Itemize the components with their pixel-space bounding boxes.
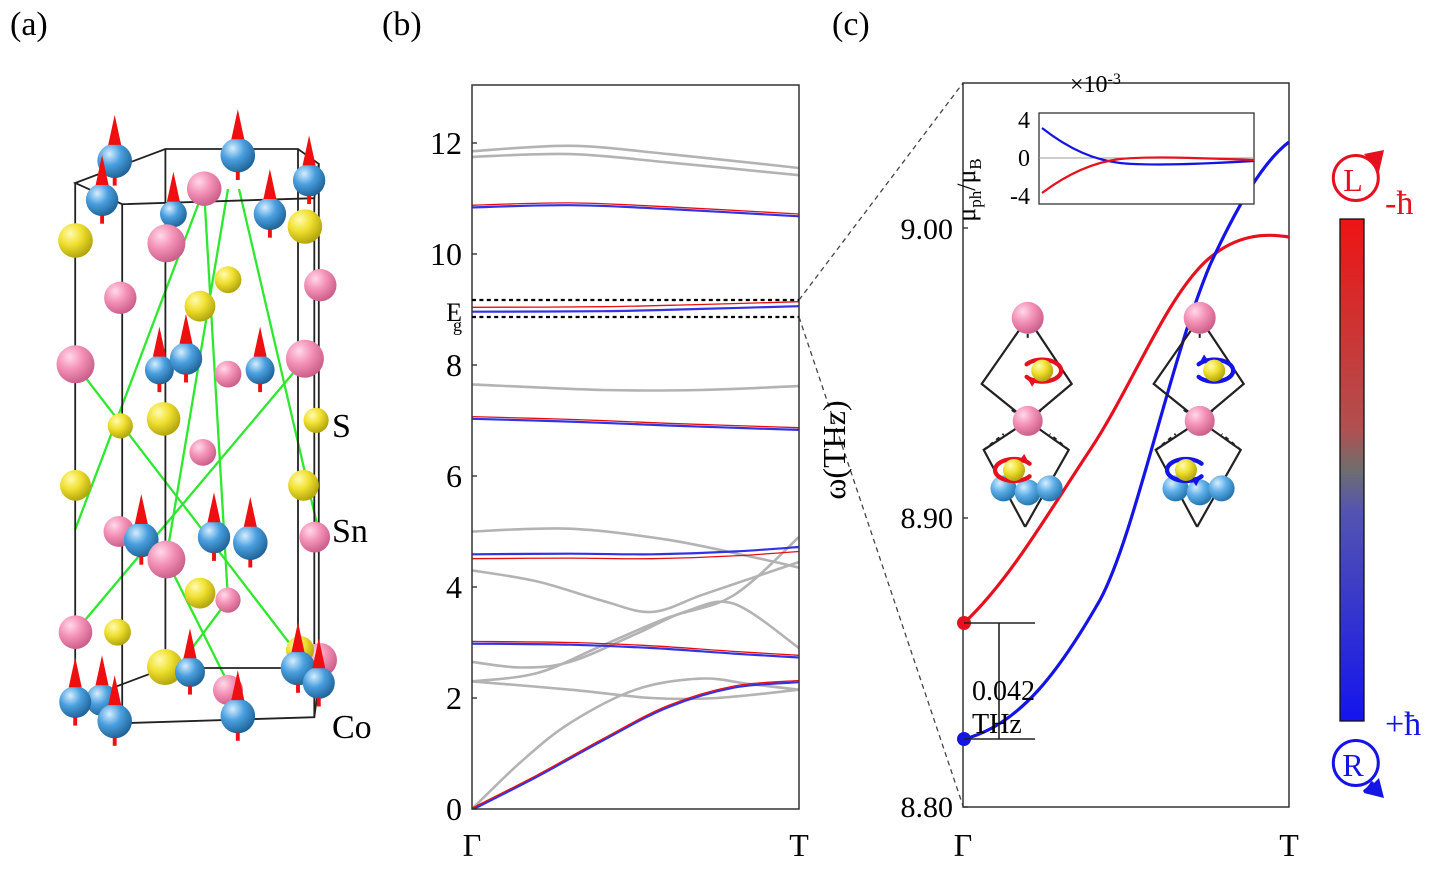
svg-text:12: 12 [430,125,462,161]
svg-text:L: L [1343,162,1363,198]
svg-text:Γ: Γ [954,827,973,863]
svg-text:THz: THz [972,709,1022,740]
svg-text:4: 4 [1018,108,1030,134]
svg-text:T: T [789,827,809,863]
svg-text:T: T [1279,827,1299,863]
svg-text:Γ: Γ [463,827,482,863]
svg-text:μph/μB: μph/μB [952,158,985,221]
svg-text:0: 0 [446,791,462,827]
svg-text:+ħ: +ħ [1385,706,1421,743]
svg-text:2: 2 [446,680,462,716]
svg-text:10: 10 [430,236,462,272]
svg-text:-4: -4 [1010,184,1030,210]
svg-text:R: R [1342,747,1364,783]
svg-text:8.90: 8.90 [901,502,954,535]
svg-text:g: g [453,315,462,335]
svg-text:×10-3: ×10-3 [1070,71,1121,98]
svg-text:-ħ: -ħ [1385,185,1413,222]
svg-text:8: 8 [446,347,462,383]
svg-text:0: 0 [1018,146,1030,172]
svg-text:ω(THz): ω(THz) [816,400,852,499]
svg-text:0.042: 0.042 [972,676,1035,707]
svg-text:9.00: 9.00 [901,213,954,246]
svg-text:4: 4 [446,569,462,605]
svg-text:8.80: 8.80 [901,791,954,824]
svg-text:6: 6 [446,458,462,494]
